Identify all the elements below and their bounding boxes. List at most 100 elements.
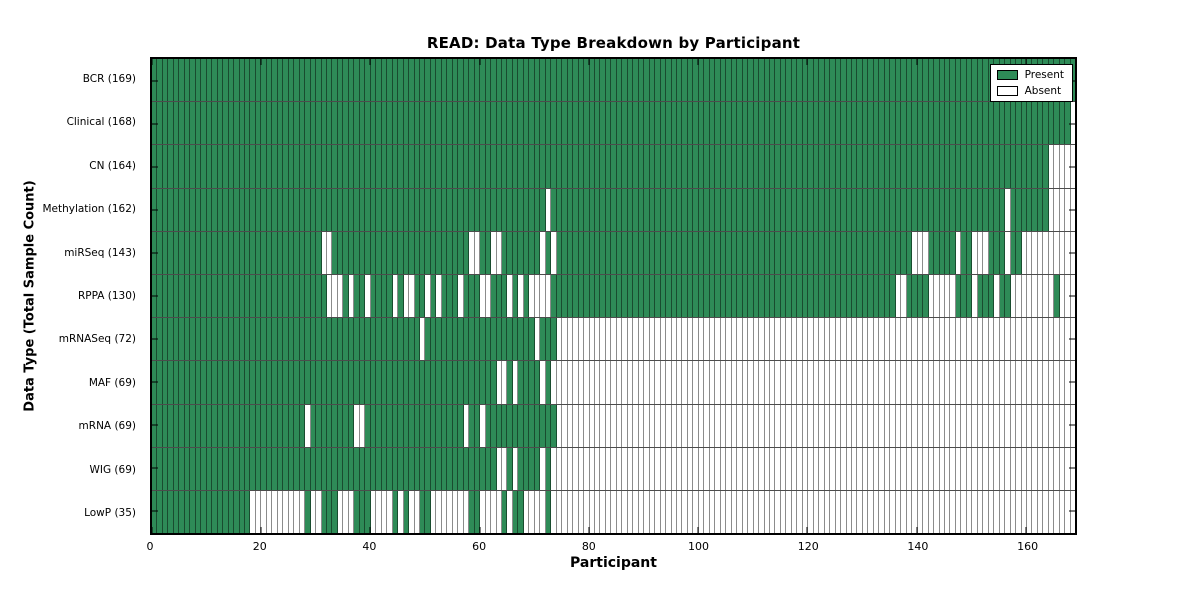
cell — [425, 59, 431, 102]
cell — [638, 274, 645, 318]
cell — [841, 231, 847, 274]
cell — [239, 490, 245, 534]
cell — [687, 231, 694, 274]
cell — [195, 447, 202, 490]
cell — [321, 231, 327, 274]
cell — [162, 145, 169, 188]
cell — [633, 274, 639, 318]
cell — [808, 490, 814, 534]
cell — [162, 447, 169, 490]
cell — [955, 274, 962, 318]
cell — [671, 490, 677, 534]
cell — [868, 102, 874, 145]
cell — [769, 59, 776, 102]
cell — [731, 447, 738, 490]
cell — [780, 404, 787, 447]
cell — [562, 59, 568, 102]
cell — [430, 361, 437, 404]
cell — [441, 231, 448, 274]
cell — [857, 59, 863, 102]
cell — [1005, 145, 1011, 188]
cell — [605, 404, 612, 447]
cell — [600, 274, 606, 318]
cell — [912, 102, 918, 145]
cell — [775, 274, 781, 318]
cell — [912, 145, 918, 188]
cell — [857, 145, 863, 188]
legend-item-present: Present — [996, 69, 1064, 81]
cell — [600, 102, 606, 145]
cell — [1048, 361, 1055, 404]
cell — [201, 188, 207, 231]
cell — [797, 361, 803, 404]
cell — [458, 188, 464, 231]
cell — [337, 318, 344, 361]
cell — [310, 447, 317, 490]
cell — [934, 274, 940, 318]
cell — [1037, 404, 1044, 447]
cell — [419, 490, 426, 534]
cell — [255, 404, 262, 447]
cell — [906, 274, 913, 318]
cell — [873, 447, 880, 490]
cell — [206, 318, 213, 361]
cell — [584, 102, 590, 145]
cell — [846, 59, 852, 102]
cell — [644, 490, 650, 534]
cell — [846, 318, 852, 361]
cell — [179, 59, 185, 102]
cell — [753, 361, 760, 404]
cell — [266, 102, 273, 145]
cell — [173, 188, 180, 231]
cell — [884, 188, 891, 231]
cell — [605, 102, 612, 145]
cell — [447, 447, 453, 490]
cell — [305, 231, 311, 274]
cell — [627, 318, 634, 361]
cell — [693, 188, 699, 231]
cell — [573, 102, 579, 145]
x-tick-label: 100 — [688, 540, 710, 553]
cell — [480, 490, 486, 534]
cell — [201, 274, 207, 318]
cell — [305, 145, 311, 188]
cell — [195, 188, 202, 231]
cell — [944, 404, 951, 447]
y-tick-label-mRNASeq: mRNASeq (72) — [58, 333, 136, 346]
cell — [168, 318, 174, 361]
cell — [879, 490, 885, 534]
x-tick-label: 160 — [1017, 540, 1039, 553]
cell — [824, 274, 831, 318]
cell — [502, 447, 508, 490]
cell — [463, 102, 470, 145]
cell — [808, 145, 814, 188]
cell — [999, 490, 1006, 534]
cell — [649, 145, 656, 188]
cell — [824, 59, 831, 102]
cell — [715, 188, 721, 231]
cell — [775, 59, 781, 102]
cell — [912, 274, 918, 318]
cell — [409, 145, 415, 188]
x-tick-mark — [916, 59, 918, 65]
cell — [332, 318, 338, 361]
cell — [305, 318, 311, 361]
cell — [458, 404, 464, 447]
cell — [512, 490, 519, 534]
cell — [1043, 102, 1049, 145]
cell — [769, 231, 776, 274]
cell — [638, 188, 645, 231]
cell — [726, 145, 732, 188]
cell — [1027, 404, 1033, 447]
cell — [868, 318, 874, 361]
cell — [594, 447, 601, 490]
x-tick-mark — [1025, 527, 1027, 533]
y-tick-mark — [152, 295, 158, 297]
cell — [786, 145, 792, 188]
cell — [354, 102, 360, 145]
cell — [939, 102, 945, 145]
cell — [458, 490, 464, 534]
cell — [972, 145, 978, 188]
cell — [201, 447, 207, 490]
cell — [912, 59, 918, 102]
